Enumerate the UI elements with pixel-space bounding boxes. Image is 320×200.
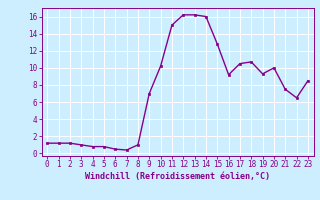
X-axis label: Windchill (Refroidissement éolien,°C): Windchill (Refroidissement éolien,°C): [85, 172, 270, 181]
